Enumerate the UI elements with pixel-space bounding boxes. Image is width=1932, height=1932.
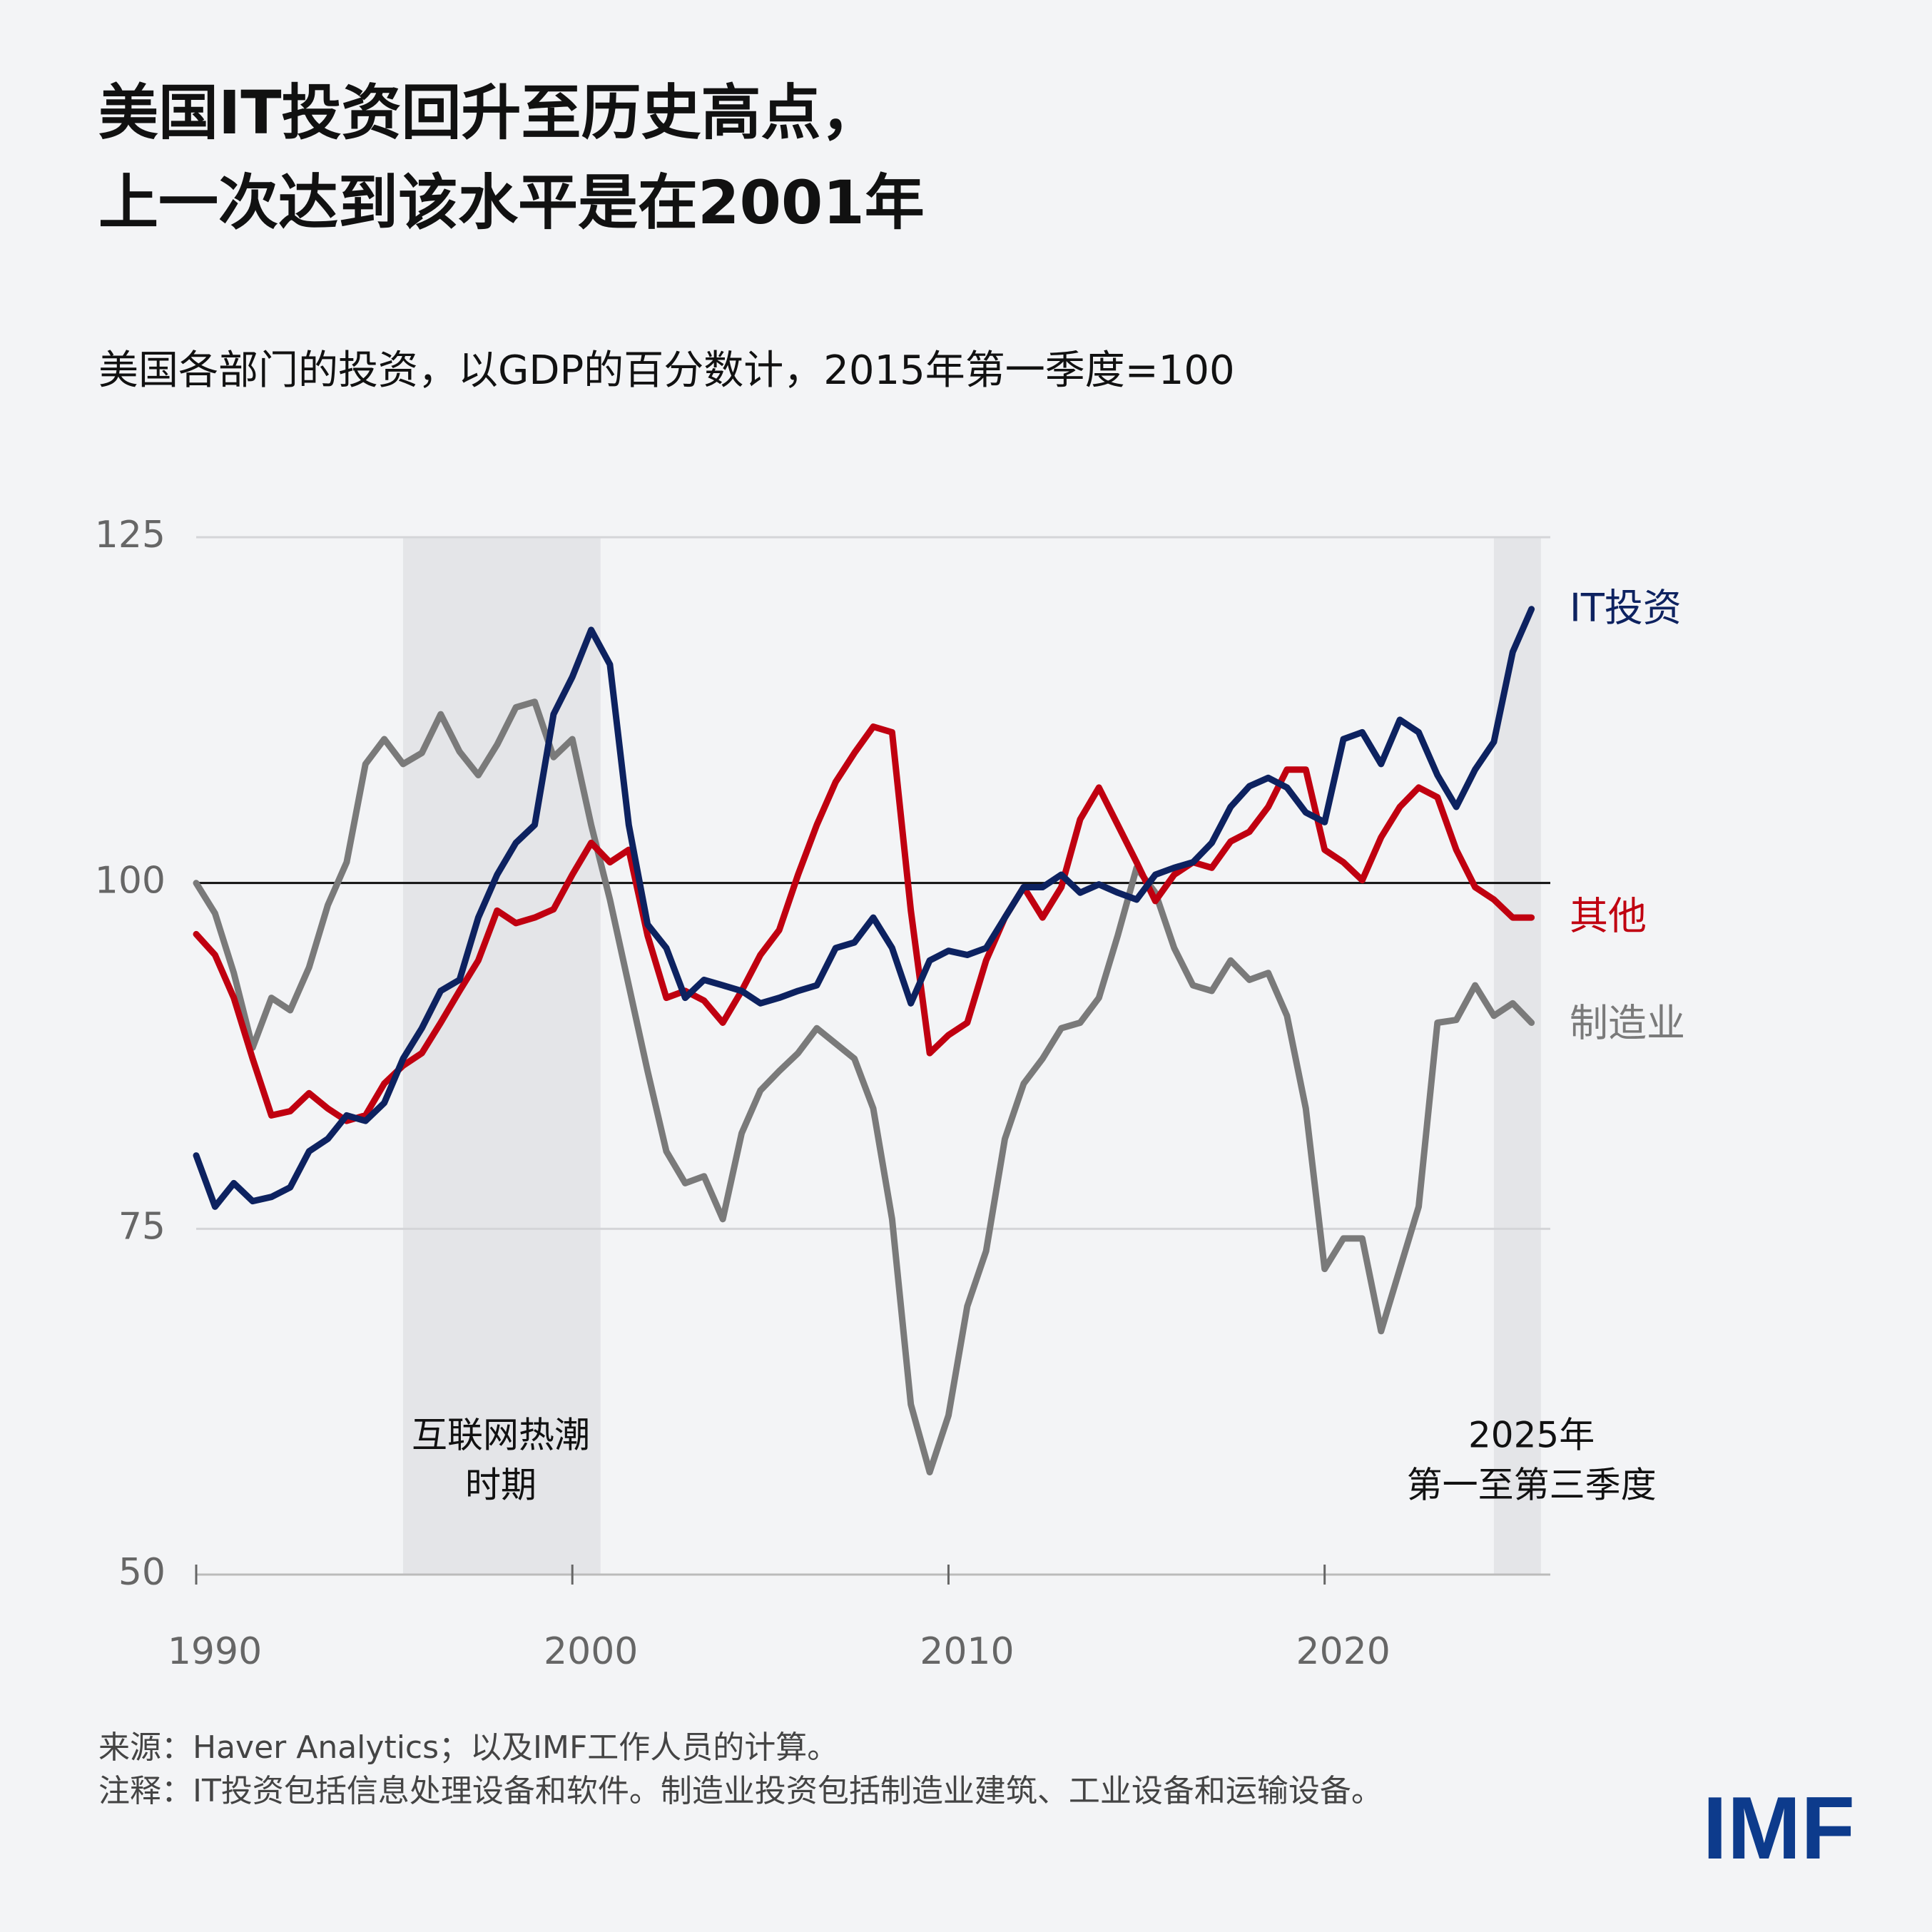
x-tick-label: 2020 bbox=[1296, 1630, 1390, 1673]
shaded-region bbox=[402, 537, 601, 1575]
series-line bbox=[193, 723, 1535, 1124]
y-tick-label: 125 bbox=[95, 514, 166, 556]
annotation: 互联网热潮 bbox=[412, 1415, 590, 1456]
logo: IMF bbox=[1703, 1779, 1856, 1878]
series-label: IT投资 bbox=[1570, 586, 1682, 631]
y-tick-label: 100 bbox=[95, 860, 166, 903]
series-line bbox=[193, 698, 1535, 1475]
x-tick-label: 1990 bbox=[168, 1630, 262, 1673]
series-line bbox=[193, 606, 1535, 1210]
x-tick-label: 2010 bbox=[920, 1630, 1014, 1673]
y-tick-label: 75 bbox=[118, 1205, 166, 1248]
series-label: 其他 bbox=[1570, 894, 1647, 939]
chart-title: 上一次达到该水平是在2001年 bbox=[98, 168, 925, 238]
source: 来源：Haver Analytics；以及IMF工作人员的计算。 bbox=[98, 1729, 838, 1766]
note: 注释：IT投资包括信息处理设备和软件。制造业投资包括制造业建筑、工业设备和运输设… bbox=[98, 1773, 1383, 1809]
chart-subtitle: 美国各部门的投资，以GDP的百分数计，2015年第一季度=100 bbox=[98, 347, 1235, 394]
chart-title: 美国IT投资回升至历史高点， bbox=[98, 78, 881, 148]
x-tick-label: 2000 bbox=[544, 1630, 638, 1673]
annotation: 2025年 bbox=[1468, 1415, 1595, 1456]
grid: 50 75 100 125 1990 2000 2010 2020 bbox=[95, 514, 1550, 1673]
shaded-regions bbox=[402, 537, 1541, 1575]
lines bbox=[193, 606, 1535, 1475]
annotation: 第一至第三季度 bbox=[1407, 1465, 1657, 1506]
y-tick-label: 50 bbox=[118, 1551, 166, 1594]
series-label: 制造业 bbox=[1570, 1001, 1685, 1046]
annotation: 时期 bbox=[465, 1465, 537, 1506]
